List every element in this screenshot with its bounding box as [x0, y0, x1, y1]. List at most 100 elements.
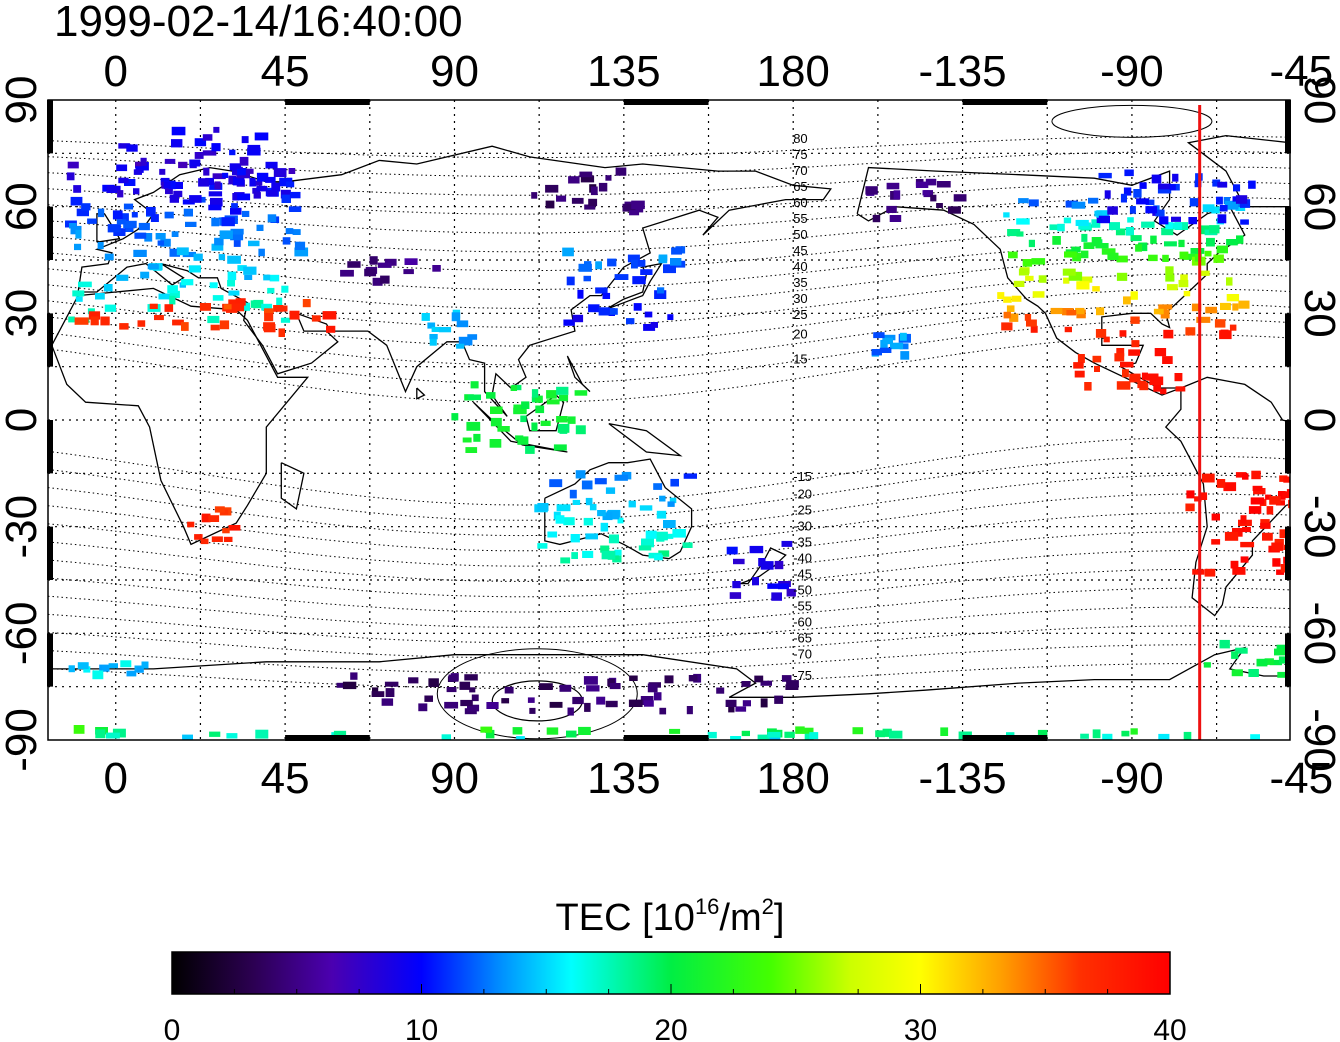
tec-point-europe [212, 173, 226, 180]
tec-point-north-america [1091, 219, 1101, 228]
tec-point-europe [133, 249, 147, 257]
tec-point-scandinavia [173, 190, 183, 198]
coastline [604, 262, 663, 311]
magnetic-contour [48, 663, 1290, 689]
tec-point-europe [183, 208, 193, 217]
tec-point-north-america [1096, 210, 1110, 219]
coastline [856, 166, 1246, 396]
tec-point-pacific-island [882, 334, 896, 341]
tec-point-australia [571, 552, 578, 559]
tec-point-east-asia [607, 258, 617, 267]
lon-label-bottom: -90 [1100, 754, 1164, 803]
tec-point-india [467, 334, 478, 340]
tec-point-north-africa [172, 319, 184, 326]
tec-point-antarctica-atlantic [136, 667, 144, 673]
tec-point-europe [289, 191, 301, 199]
tec-point-europe [211, 217, 220, 227]
tec-point-south-america [1204, 568, 1216, 577]
tec-point-australia [672, 529, 686, 538]
tec-point-europe [212, 295, 224, 301]
tec-point-north-america [1158, 304, 1173, 310]
tec-point-europe [185, 221, 197, 227]
tec-point-europe [144, 233, 153, 242]
tec-point-north-america [1165, 266, 1174, 275]
tec-point-antarctica-pacific [549, 701, 563, 708]
contour-label-north: 65 [793, 179, 807, 194]
tec-point-antarctic-peninsula [1278, 656, 1290, 664]
tec-point-north-america [1127, 217, 1134, 223]
tec-point-canada-east [1155, 209, 1165, 217]
coastline [566, 355, 591, 393]
tec-point-central-america [1175, 386, 1186, 392]
tec-point-europe [171, 231, 179, 237]
tec-point-india [429, 334, 438, 340]
tec-point-canada-east [1235, 195, 1248, 204]
tec-point-north-africa [164, 304, 174, 312]
magnetic-contour [48, 531, 1290, 582]
tec-point-south-america [1194, 496, 1202, 502]
tec-point-australia [594, 478, 607, 485]
tec-point-indonesia [535, 405, 545, 414]
tec-point-south-america [1211, 513, 1220, 521]
tec-point-central-america [1128, 349, 1140, 356]
tec-point-europe [240, 302, 250, 311]
tec-point-middle-east [278, 328, 285, 337]
tec-point-scandinavia [171, 139, 183, 148]
tec-point-north-america [1183, 290, 1191, 297]
tec-point-indonesia [486, 392, 496, 399]
tec-point-canada-east [1169, 184, 1176, 191]
tec-point-scandinavia [205, 177, 214, 185]
contour-label-north: 25 [793, 307, 807, 322]
tec-point-europe [74, 243, 82, 251]
tec-point-europe [211, 243, 224, 251]
tec-point-europe [178, 161, 188, 169]
tec-point-south-america [1269, 496, 1281, 505]
tec-point-australia [600, 545, 610, 553]
tec-point-north-america [1094, 210, 1103, 217]
tec-point-australia [575, 470, 586, 479]
tec-point-siberia [556, 195, 567, 202]
contour-label-south: -30 [793, 519, 812, 534]
lat-label-right: 0 [1295, 408, 1340, 432]
tec-point-indonesia [553, 444, 567, 451]
tec-point-antarctica-atlantic [83, 666, 91, 673]
tec-point-south-america [1240, 515, 1247, 524]
tec-point-north-america [1050, 307, 1063, 315]
tec-point-middle-east [322, 311, 337, 320]
tec-point-scandinavia [211, 143, 221, 152]
tec-point-south-pole-band [875, 730, 885, 738]
tec-point-middle-east [302, 299, 311, 308]
tec-point-siberia [590, 186, 598, 196]
lat-label-left: 90 [0, 76, 46, 125]
tec-point-europe [112, 210, 123, 220]
tec-point-europe [219, 230, 233, 240]
tec-point-north-america [1062, 268, 1076, 276]
tec-point-siberia [545, 184, 559, 193]
contour-label-north: 60 [793, 195, 807, 210]
tec-point-scandinavia [159, 168, 166, 175]
tec-point-siberia [571, 197, 584, 204]
tec-point-australia [602, 512, 613, 521]
tec-point-europe [68, 316, 75, 323]
tec-point-antarctica-pacific [725, 699, 737, 707]
tec-point-australia [537, 503, 549, 511]
tec-point-scandinavia [198, 178, 209, 187]
tec-point-scandinavia [165, 188, 173, 195]
tec-point-alaska [948, 206, 961, 214]
tec-point-south-pole-band [757, 734, 770, 740]
latitude-labels-right: 90 60 30 0 -30 -60 -90 [1295, 76, 1340, 772]
tec-point-antarctica-atlantic [68, 665, 75, 673]
coastline [48, 646, 1290, 698]
tec-point-south-pole-band [707, 731, 717, 739]
tec-point-scandinavia [116, 164, 128, 172]
tec-point-north-america [1011, 295, 1022, 302]
tec-point-antarctic-peninsula [1248, 669, 1259, 677]
tec-point-north-america [1018, 268, 1029, 276]
tec-point-canada-east [1171, 216, 1181, 222]
tec-point-central-asia [432, 265, 441, 272]
tec-point-india [427, 322, 436, 329]
tec-point-antarctic-peninsula [1296, 672, 1306, 678]
tec-point-indonesia [525, 445, 535, 454]
tec-point-europe [267, 214, 277, 223]
tec-point-south-pole-band [804, 732, 814, 740]
